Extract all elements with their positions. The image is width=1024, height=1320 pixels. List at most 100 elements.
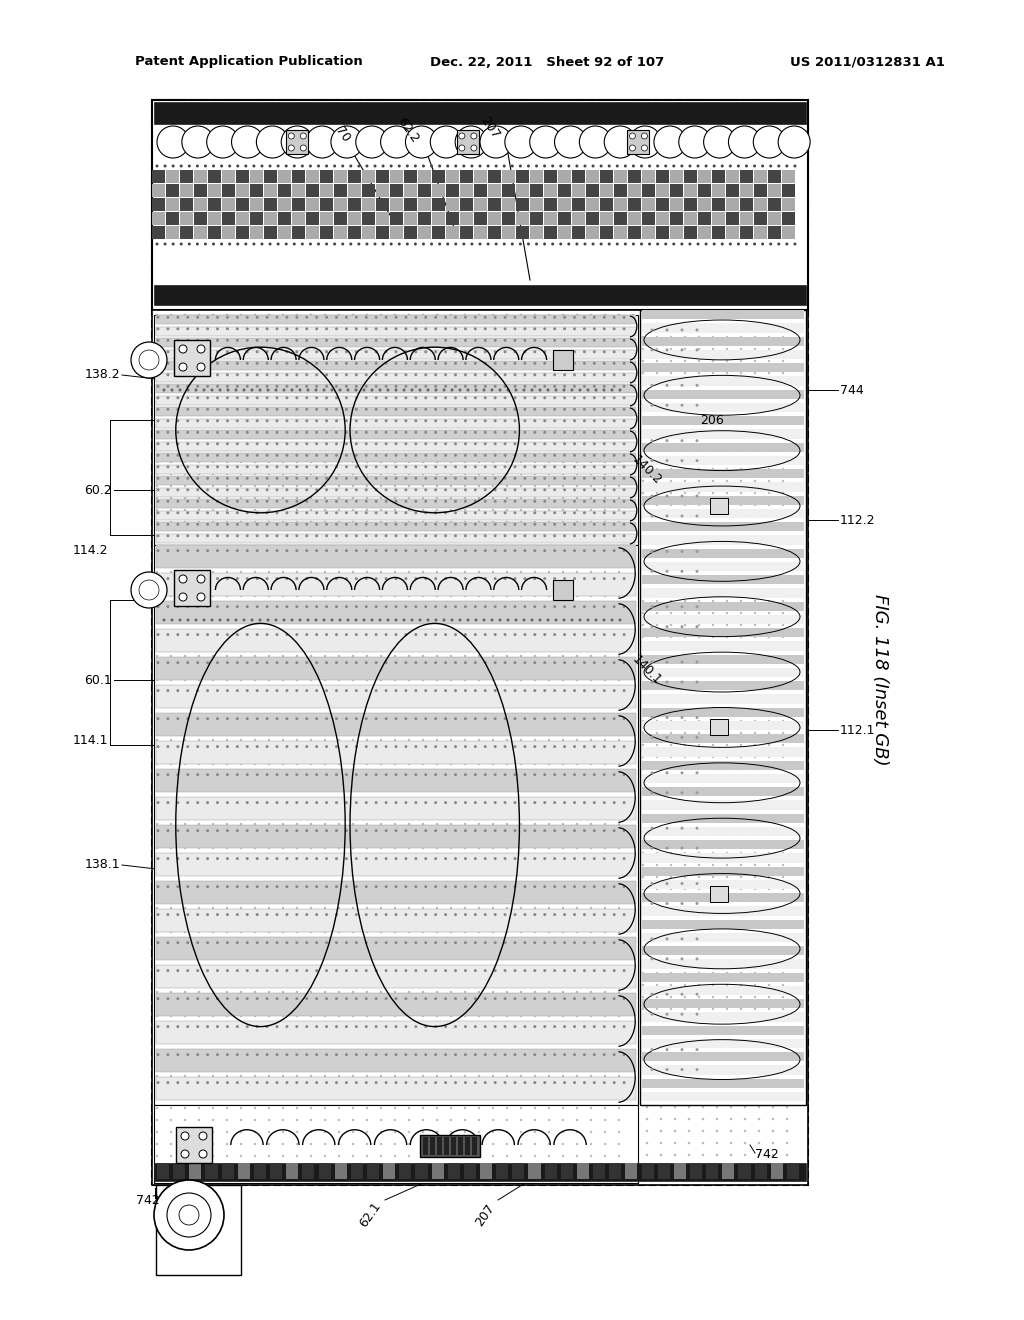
Circle shape xyxy=(716,566,718,569)
Circle shape xyxy=(504,857,507,861)
Circle shape xyxy=(730,350,732,352)
Circle shape xyxy=(590,1154,592,1156)
Circle shape xyxy=(226,388,229,392)
Circle shape xyxy=(228,243,231,246)
Circle shape xyxy=(212,986,214,989)
Circle shape xyxy=(254,521,256,523)
Circle shape xyxy=(590,643,592,645)
Circle shape xyxy=(573,430,575,434)
Circle shape xyxy=(212,570,214,573)
Circle shape xyxy=(309,529,312,532)
Circle shape xyxy=(593,605,596,609)
Circle shape xyxy=(296,907,298,909)
Circle shape xyxy=(534,799,537,801)
Circle shape xyxy=(785,165,788,168)
Circle shape xyxy=(408,678,411,681)
Circle shape xyxy=(544,315,546,319)
Circle shape xyxy=(492,739,495,742)
Circle shape xyxy=(478,446,480,449)
Circle shape xyxy=(781,780,784,783)
Circle shape xyxy=(450,602,453,605)
Circle shape xyxy=(553,997,556,1001)
Circle shape xyxy=(726,792,728,795)
Circle shape xyxy=(506,842,508,845)
Circle shape xyxy=(296,329,298,331)
Circle shape xyxy=(534,847,537,849)
Circle shape xyxy=(324,758,327,760)
Circle shape xyxy=(464,678,466,681)
Circle shape xyxy=(617,931,621,933)
Circle shape xyxy=(590,374,592,376)
Circle shape xyxy=(408,496,411,499)
Circle shape xyxy=(506,1027,508,1030)
Circle shape xyxy=(296,698,298,701)
Circle shape xyxy=(548,421,550,424)
Circle shape xyxy=(310,883,312,886)
Circle shape xyxy=(548,859,550,861)
Circle shape xyxy=(688,998,690,1001)
Circle shape xyxy=(492,715,495,717)
Circle shape xyxy=(212,954,214,957)
Circle shape xyxy=(590,770,592,772)
Circle shape xyxy=(226,1053,229,1056)
Circle shape xyxy=(309,434,312,437)
Circle shape xyxy=(617,401,621,403)
Circle shape xyxy=(739,995,742,998)
Circle shape xyxy=(548,1045,550,1048)
Circle shape xyxy=(265,941,268,944)
Bar xyxy=(698,213,711,224)
Circle shape xyxy=(268,546,270,549)
Circle shape xyxy=(523,801,526,804)
Bar xyxy=(156,511,636,520)
Circle shape xyxy=(365,430,368,434)
Circle shape xyxy=(772,1094,774,1097)
Circle shape xyxy=(754,804,756,807)
Circle shape xyxy=(385,634,387,636)
Circle shape xyxy=(454,396,457,400)
Circle shape xyxy=(446,243,450,246)
Circle shape xyxy=(385,362,387,364)
Circle shape xyxy=(562,506,564,508)
Circle shape xyxy=(310,690,312,693)
Circle shape xyxy=(785,890,788,892)
Circle shape xyxy=(237,165,240,168)
Bar xyxy=(306,226,318,239)
Circle shape xyxy=(296,553,298,556)
Circle shape xyxy=(617,655,621,657)
Bar xyxy=(642,894,804,903)
Circle shape xyxy=(474,857,477,861)
Circle shape xyxy=(415,1026,418,1028)
Bar xyxy=(642,389,804,399)
Circle shape xyxy=(674,314,676,317)
Circle shape xyxy=(495,165,498,168)
Circle shape xyxy=(523,511,526,515)
Circle shape xyxy=(282,329,285,331)
Circle shape xyxy=(385,350,387,354)
Circle shape xyxy=(726,372,728,374)
Circle shape xyxy=(267,458,270,461)
Circle shape xyxy=(309,1010,312,1012)
Circle shape xyxy=(394,413,396,416)
Circle shape xyxy=(415,477,418,479)
Circle shape xyxy=(198,986,201,989)
Circle shape xyxy=(156,583,158,585)
Text: 140.1: 140.1 xyxy=(630,653,665,688)
Circle shape xyxy=(450,494,453,496)
Circle shape xyxy=(590,1155,592,1158)
Circle shape xyxy=(520,817,522,820)
Circle shape xyxy=(494,454,497,457)
Circle shape xyxy=(562,1086,564,1089)
Circle shape xyxy=(380,583,382,585)
Circle shape xyxy=(478,434,480,437)
Circle shape xyxy=(380,986,382,989)
Circle shape xyxy=(324,678,327,681)
Circle shape xyxy=(520,1119,522,1121)
Circle shape xyxy=(156,739,158,742)
Circle shape xyxy=(632,878,634,880)
Circle shape xyxy=(183,770,186,772)
Circle shape xyxy=(345,396,348,400)
Circle shape xyxy=(408,1143,411,1146)
Circle shape xyxy=(198,496,201,499)
Circle shape xyxy=(712,492,714,494)
Bar xyxy=(156,418,636,428)
